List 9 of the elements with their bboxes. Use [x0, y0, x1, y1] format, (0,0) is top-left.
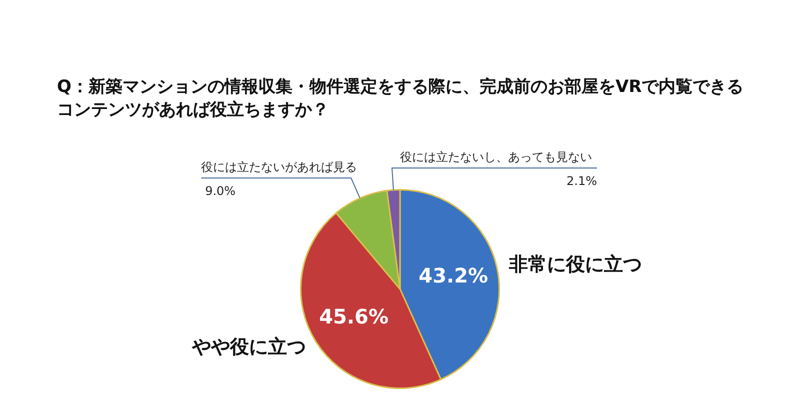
slice-label: 役には立たないし、あっても見ない — [400, 150, 592, 164]
slice-label: やや役に立つ — [190, 336, 306, 358]
data-label: 45.6% — [319, 304, 388, 328]
data-label: 9.0% — [205, 184, 236, 198]
slice-label: 役には立たないがあれば見る — [201, 160, 358, 174]
data-label: 2.1% — [566, 174, 597, 188]
slice-label: 非常に役に立つ — [508, 254, 642, 276]
chart-title: Q：新築マンションの情報収集・物件選定をする際に、完成前のお部屋をVRで内覧できるコンテンツがあれば役立ちますか？ — [57, 76, 745, 122]
data-label: 43.2% — [418, 264, 488, 288]
